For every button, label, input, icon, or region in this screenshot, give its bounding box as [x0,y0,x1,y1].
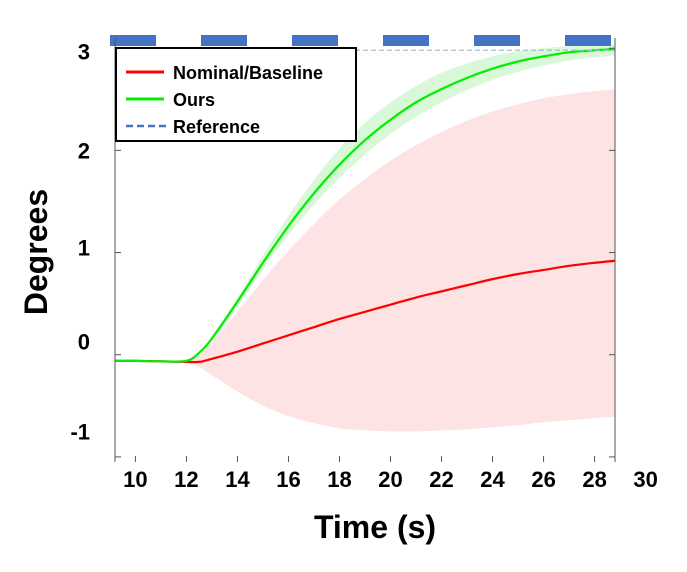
line-ours [114,48,616,363]
x-tick-label-16: 16 [276,467,300,492]
x-tick-label-30: 30 [633,467,657,492]
series-lines [114,48,616,364]
x-tick-label-20: 20 [378,467,402,492]
y-tick-marks [115,47,615,458]
x-axis-title: Time (s) [314,509,436,545]
legend-label-reference: Reference [173,117,260,137]
line-nominal-baseline [114,259,616,364]
legend-label-nominal: Nominal/Baseline [173,63,323,83]
x-tick-label-10: 10 [123,467,147,492]
y-axis-title: Degrees [18,189,54,315]
legend-box [115,47,357,142]
x-tick-labels: 10 12 14 16 18 20 22 24 26 28 30 [123,467,658,492]
y-tick-label-3: 3 [78,39,90,64]
x-tick-label-22: 22 [429,467,453,492]
confidence-bands [115,44,615,432]
x-tick-label-26: 26 [531,467,555,492]
x-tick-label-12: 12 [174,467,198,492]
x-tick-label-28: 28 [582,467,606,492]
x-tick-label-14: 14 [225,467,250,492]
x-tick-label-18: 18 [327,467,351,492]
legend-label-ours: Ours [173,90,215,110]
x-tick-marks [134,456,596,462]
y-tick-labels: -1 0 1 2 3 [70,39,90,444]
x-tick-label-24: 24 [480,467,505,492]
y-tick-label--1: -1 [70,419,90,444]
y-tick-label-1: 1 [78,235,90,260]
y-tick-label-2: 2 [78,138,90,163]
band-nominal-baseline [115,89,615,432]
legend: Nominal/Baseline Ours Reference [115,47,357,142]
y-tick-label-0: 0 [78,329,90,354]
